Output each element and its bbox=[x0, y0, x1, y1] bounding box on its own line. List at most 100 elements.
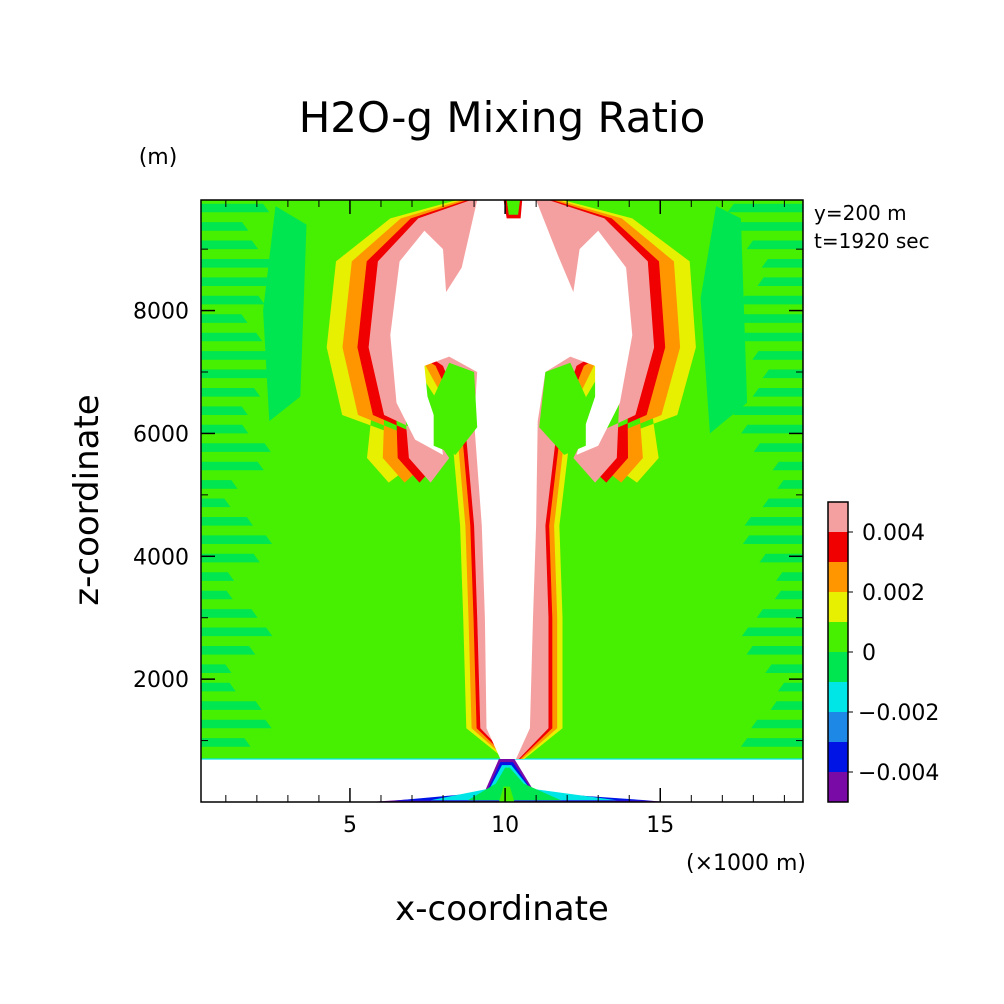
negative-band-right bbox=[777, 480, 803, 489]
negative-band-left bbox=[201, 406, 248, 415]
negative-band-left bbox=[201, 664, 232, 673]
negative-band-left bbox=[201, 590, 233, 600]
colorbar-tick-label: 0.004 bbox=[862, 521, 925, 546]
negative-band-left bbox=[201, 203, 270, 213]
colorbar-swatch bbox=[828, 562, 848, 592]
colorbar-swatch bbox=[828, 712, 848, 742]
y-tick-label: 6000 bbox=[133, 422, 189, 447]
negative-band-left bbox=[201, 222, 249, 231]
negative-band-left bbox=[201, 517, 253, 526]
plot-frame bbox=[200, 199, 804, 803]
chart-title: H2O-g Mixing Ratio bbox=[299, 93, 706, 142]
negative-band-right bbox=[725, 314, 803, 323]
negative-band-right bbox=[776, 572, 803, 581]
negative-band-right bbox=[733, 406, 803, 415]
negative-band-left bbox=[201, 609, 258, 618]
colorbar-swatch bbox=[828, 742, 848, 772]
negative-band-right bbox=[756, 609, 803, 618]
negative-band-right bbox=[744, 517, 803, 526]
negative-band-left bbox=[201, 498, 231, 508]
negative-band-right bbox=[752, 351, 803, 360]
axis-ticks: 5 10 15 2000 4000 6000 8000 bbox=[133, 200, 803, 838]
colorbar-swatch bbox=[828, 772, 848, 802]
negative-region-upper-left bbox=[263, 206, 307, 422]
negative-band-right bbox=[741, 627, 803, 637]
negative-band-right bbox=[751, 719, 803, 729]
colorbar: −0.004 −0.002 0 0.002 0.004 bbox=[827, 501, 939, 803]
y-axis-label: z-coordinate bbox=[67, 394, 107, 605]
negative-band-left bbox=[201, 332, 263, 342]
annotation-y-slice: y=200 m bbox=[814, 201, 907, 225]
negative-band-left bbox=[201, 701, 262, 710]
negative-band-left bbox=[201, 480, 238, 489]
cloud-undefined-region bbox=[390, 200, 633, 759]
negative-band-left bbox=[201, 646, 256, 655]
surface-inflow-contour bbox=[430, 765, 617, 801]
negative-band-right bbox=[765, 664, 803, 673]
negative-band-right bbox=[727, 203, 803, 213]
x-tick-label: 15 bbox=[646, 813, 674, 838]
x-tick-label: 5 bbox=[343, 813, 357, 838]
y-tick-label: 2000 bbox=[133, 668, 189, 693]
negative-band-right bbox=[772, 461, 803, 471]
y-tick-label: 8000 bbox=[133, 300, 189, 325]
negative-band-left bbox=[201, 295, 265, 305]
surface-inflow-contour bbox=[467, 767, 561, 801]
negative-band-left bbox=[201, 388, 261, 397]
colorbar-swatch bbox=[828, 622, 848, 652]
lobe-entrainment-left bbox=[433, 362, 478, 455]
negative-band-right bbox=[762, 498, 803, 508]
negative-band-right bbox=[746, 646, 803, 655]
plot-area: 5 10 15 2000 4000 6000 8000 bbox=[133, 199, 804, 838]
y-units-label: (m) bbox=[139, 145, 178, 170]
negative-band-right bbox=[742, 535, 803, 544]
negative-band-left bbox=[201, 369, 286, 379]
surface-inflow-contour bbox=[498, 786, 515, 802]
negative-band-right bbox=[733, 332, 803, 342]
lobe-entrainment-right bbox=[539, 362, 586, 455]
negative-band-right bbox=[746, 240, 803, 250]
negative-band-left bbox=[201, 682, 236, 692]
negative-band-right bbox=[762, 369, 803, 379]
negative-band-right bbox=[759, 553, 803, 563]
colorbar-swatch bbox=[828, 682, 848, 712]
y-tick-label: 4000 bbox=[133, 545, 189, 570]
negative-band-left bbox=[201, 259, 285, 268]
cap-notch-core bbox=[506, 200, 520, 215]
negative-band-left bbox=[201, 719, 272, 729]
negative-band-left bbox=[201, 314, 248, 323]
negative-band-right bbox=[728, 222, 803, 231]
negative-band-right bbox=[761, 259, 803, 268]
negative-band-right bbox=[752, 388, 803, 397]
x-tick-label: 10 bbox=[491, 813, 519, 838]
colorbar-swatch bbox=[828, 652, 848, 682]
negative-region-upper-right bbox=[700, 206, 748, 434]
mixing-ratio-field bbox=[201, 200, 803, 802]
negative-band-left bbox=[201, 572, 235, 581]
colorbar-swatch bbox=[828, 592, 848, 622]
annotation-time: t=1920 sec bbox=[814, 229, 930, 253]
colorbar-tick-label: −0.004 bbox=[858, 761, 939, 786]
negative-band-right bbox=[741, 424, 803, 434]
x-axis-label: x-coordinate bbox=[395, 889, 609, 929]
negative-band-right bbox=[740, 738, 803, 747]
negative-band-left bbox=[201, 535, 273, 544]
colorbar-tick-label: 0.002 bbox=[862, 581, 925, 606]
negative-band-left bbox=[201, 443, 271, 452]
negative-band-right bbox=[770, 701, 803, 710]
negative-band-left bbox=[201, 240, 259, 250]
colorbar-swatch bbox=[828, 532, 848, 562]
colorbar-swatch bbox=[828, 502, 848, 532]
x-units-label: (×1000 m) bbox=[686, 851, 806, 876]
negative-band-left bbox=[201, 461, 264, 471]
negative-band-right bbox=[757, 277, 803, 286]
negative-band-right bbox=[738, 295, 803, 305]
colorbar-tick-label: 0 bbox=[862, 641, 876, 666]
negative-band-right bbox=[774, 590, 803, 600]
negative-band-left bbox=[201, 424, 249, 434]
colorbar-tick-label: −0.002 bbox=[858, 701, 939, 726]
negative-band-right bbox=[777, 682, 803, 692]
negative-band-left bbox=[201, 738, 251, 747]
negative-band-left bbox=[201, 553, 260, 563]
